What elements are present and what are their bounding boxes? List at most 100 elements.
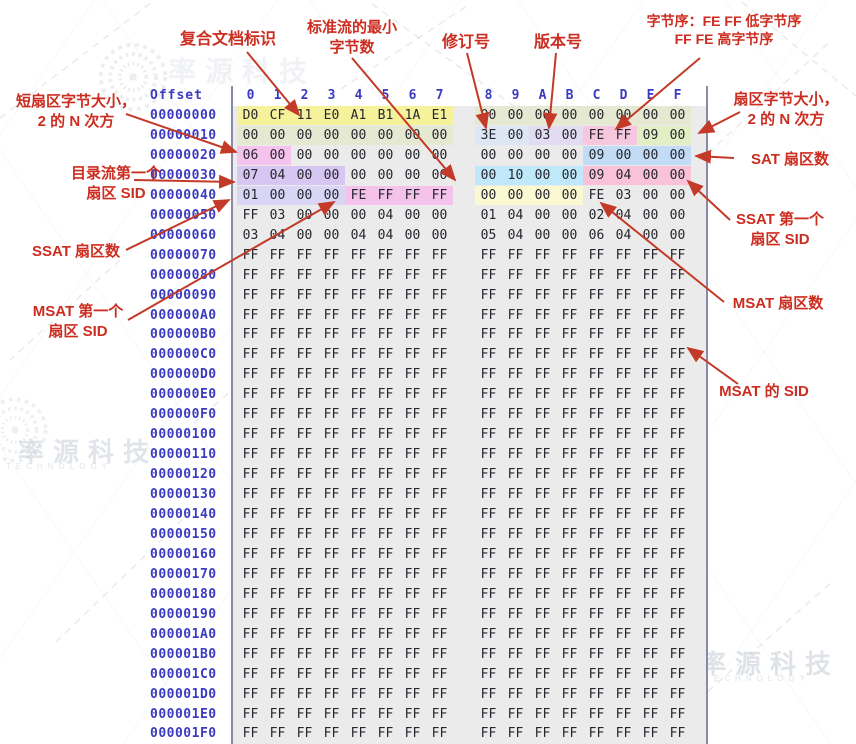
hex-byte-cell[interactable]: 00 <box>296 208 313 223</box>
hex-byte-cell[interactable]: FF <box>588 487 605 502</box>
hex-byte-cell[interactable]: FF <box>642 547 659 562</box>
hex-byte-cell[interactable]: FF <box>669 487 686 502</box>
hex-byte-cell[interactable]: FF <box>507 268 524 283</box>
hex-byte-cell[interactable]: FF <box>642 667 659 682</box>
hex-byte-cell[interactable]: FF <box>507 547 524 562</box>
hex-byte-cell-uid[interactable]: 00 <box>529 106 556 125</box>
hex-byte-cell[interactable]: FF <box>669 347 686 362</box>
hex-byte-cell[interactable]: 01 <box>480 208 497 223</box>
hex-byte-cell[interactable]: FF <box>269 288 286 303</box>
hex-byte-cell[interactable]: FF <box>431 427 448 442</box>
hex-byte-cell[interactable]: FF <box>669 567 686 582</box>
hex-byte-cell[interactable]: 04 <box>350 228 367 243</box>
hex-byte-cell[interactable]: FF <box>242 607 259 622</box>
hex-byte-cell[interactable]: FF <box>669 587 686 602</box>
hex-byte-cell[interactable]: FF <box>269 607 286 622</box>
hex-byte-cell[interactable]: FF <box>615 347 632 362</box>
hex-byte-cell[interactable]: FF <box>296 248 313 263</box>
hex-byte-cell[interactable]: FF <box>269 268 286 283</box>
hex-byte-cell[interactable]: FF <box>431 367 448 382</box>
hex-byte-cell[interactable]: FF <box>561 547 578 562</box>
hex-byte-cell[interactable]: FF <box>480 308 497 323</box>
hex-byte-cell[interactable]: FF <box>404 327 421 342</box>
hex-byte-cell[interactable]: FF <box>534 647 551 662</box>
hex-byte-cell[interactable]: FF <box>242 308 259 323</box>
hex-byte-cell[interactable]: 00 <box>323 228 340 243</box>
hex-byte-cell[interactable]: FF <box>480 407 497 422</box>
hex-byte-cell[interactable]: FF <box>669 447 686 462</box>
hex-byte-cell[interactable]: FF <box>561 268 578 283</box>
hex-byte-cell-uid[interactable]: 00 <box>426 126 453 145</box>
hex-byte-cell-msat-sector-count[interactable]: 00 <box>529 186 556 205</box>
hex-byte-cell-uid[interactable]: 00 <box>372 126 399 145</box>
hex-byte-cell[interactable]: FF <box>669 268 686 283</box>
hex-byte-cell[interactable]: FF <box>242 547 259 562</box>
hex-byte-cell[interactable]: FF <box>350 327 367 342</box>
hex-byte-cell[interactable]: FF <box>323 467 340 482</box>
hex-byte-cell[interactable]: FF <box>404 726 421 741</box>
hex-byte-cell[interactable]: FF <box>534 407 551 422</box>
hex-byte-cell[interactable]: FF <box>507 427 524 442</box>
hex-byte-cell[interactable]: FF <box>507 607 524 622</box>
hex-byte-cell-uid[interactable]: 00 <box>291 126 318 145</box>
hex-byte-cell[interactable]: FF <box>642 467 659 482</box>
hex-byte-cell[interactable]: FF <box>323 627 340 642</box>
hex-byte-cell[interactable]: FF <box>588 288 605 303</box>
hex-byte-cell[interactable]: FF <box>431 587 448 602</box>
hex-byte-cell[interactable]: FF <box>404 607 421 622</box>
hex-byte-cell[interactable]: FF <box>561 407 578 422</box>
hex-byte-cell[interactable]: FF <box>431 667 448 682</box>
hex-byte-cell[interactable]: FF <box>350 347 367 362</box>
hex-byte-cell[interactable]: FF <box>350 647 367 662</box>
hex-byte-cell[interactable]: FF <box>561 707 578 722</box>
hex-byte-cell[interactable]: FF <box>588 647 605 662</box>
hex-byte-cell-uid[interactable]: 00 <box>345 126 372 145</box>
hex-byte-cell[interactable]: FF <box>296 327 313 342</box>
hex-byte-cell[interactable]: 00 <box>669 228 686 243</box>
hex-byte-cell[interactable]: FF <box>377 327 394 342</box>
hex-byte-cell[interactable]: 00 <box>323 208 340 223</box>
hex-byte-cell[interactable]: FF <box>615 607 632 622</box>
hex-byte-cell[interactable]: FF <box>480 726 497 741</box>
hex-byte-cell[interactable]: FF <box>350 607 367 622</box>
hex-byte-cell[interactable]: FF <box>615 327 632 342</box>
hex-byte-cell[interactable]: FF <box>269 587 286 602</box>
hex-byte-cell[interactable]: FF <box>350 707 367 722</box>
hex-byte-cell[interactable]: FF <box>507 726 524 741</box>
hex-byte-cell[interactable]: FF <box>242 667 259 682</box>
hex-byte-cell-version[interactable]: 00 <box>556 126 583 145</box>
hex-byte-cell[interactable]: FF <box>480 607 497 622</box>
hex-byte-cell[interactable]: FF <box>615 427 632 442</box>
hex-byte-cell-msat-first-sid[interactable]: FF <box>426 186 453 205</box>
hex-byte-cell[interactable]: 00 <box>296 148 313 163</box>
hex-byte-cell[interactable]: 00 <box>669 208 686 223</box>
hex-byte-cell[interactable]: FF <box>561 607 578 622</box>
hex-byte-cell[interactable]: FF <box>669 507 686 522</box>
hex-byte-cell[interactable]: FF <box>404 447 421 462</box>
hex-byte-cell-compound-document-id[interactable]: E0 <box>318 106 345 125</box>
hex-byte-cell[interactable]: 00 <box>561 208 578 223</box>
hex-byte-cell[interactable]: FF <box>669 387 686 402</box>
hex-byte-cell[interactable]: FF <box>377 367 394 382</box>
hex-byte-cell[interactable]: FF <box>507 308 524 323</box>
hex-byte-cell[interactable]: FF <box>404 527 421 542</box>
hex-byte-cell[interactable]: FF <box>350 687 367 702</box>
hex-byte-cell[interactable]: FF <box>431 647 448 662</box>
hex-byte-cell[interactable]: FF <box>269 707 286 722</box>
hex-byte-cell[interactable]: FF <box>588 268 605 283</box>
hex-byte-cell[interactable]: FF <box>642 587 659 602</box>
hex-byte-cell[interactable]: FF <box>615 667 632 682</box>
hex-byte-cell-compound-document-id[interactable]: B1 <box>372 106 399 125</box>
hex-byte-cell[interactable]: FF <box>669 407 686 422</box>
hex-byte-cell-msat-sector-count[interactable]: 00 <box>556 186 583 205</box>
hex-byte-cell[interactable]: FF <box>269 627 286 642</box>
hex-byte-cell[interactable]: FF <box>377 407 394 422</box>
hex-byte-cell[interactable]: FF <box>242 567 259 582</box>
hex-byte-cell-compound-document-id[interactable]: 11 <box>291 106 318 125</box>
hex-byte-cell[interactable]: FF <box>588 347 605 362</box>
hex-byte-cell[interactable]: FF <box>350 387 367 402</box>
hex-byte-cell[interactable]: FF <box>642 387 659 402</box>
hex-byte-cell[interactable]: FF <box>669 327 686 342</box>
hex-byte-cell[interactable]: FF <box>507 387 524 402</box>
hex-byte-cell[interactable]: FF <box>615 726 632 741</box>
